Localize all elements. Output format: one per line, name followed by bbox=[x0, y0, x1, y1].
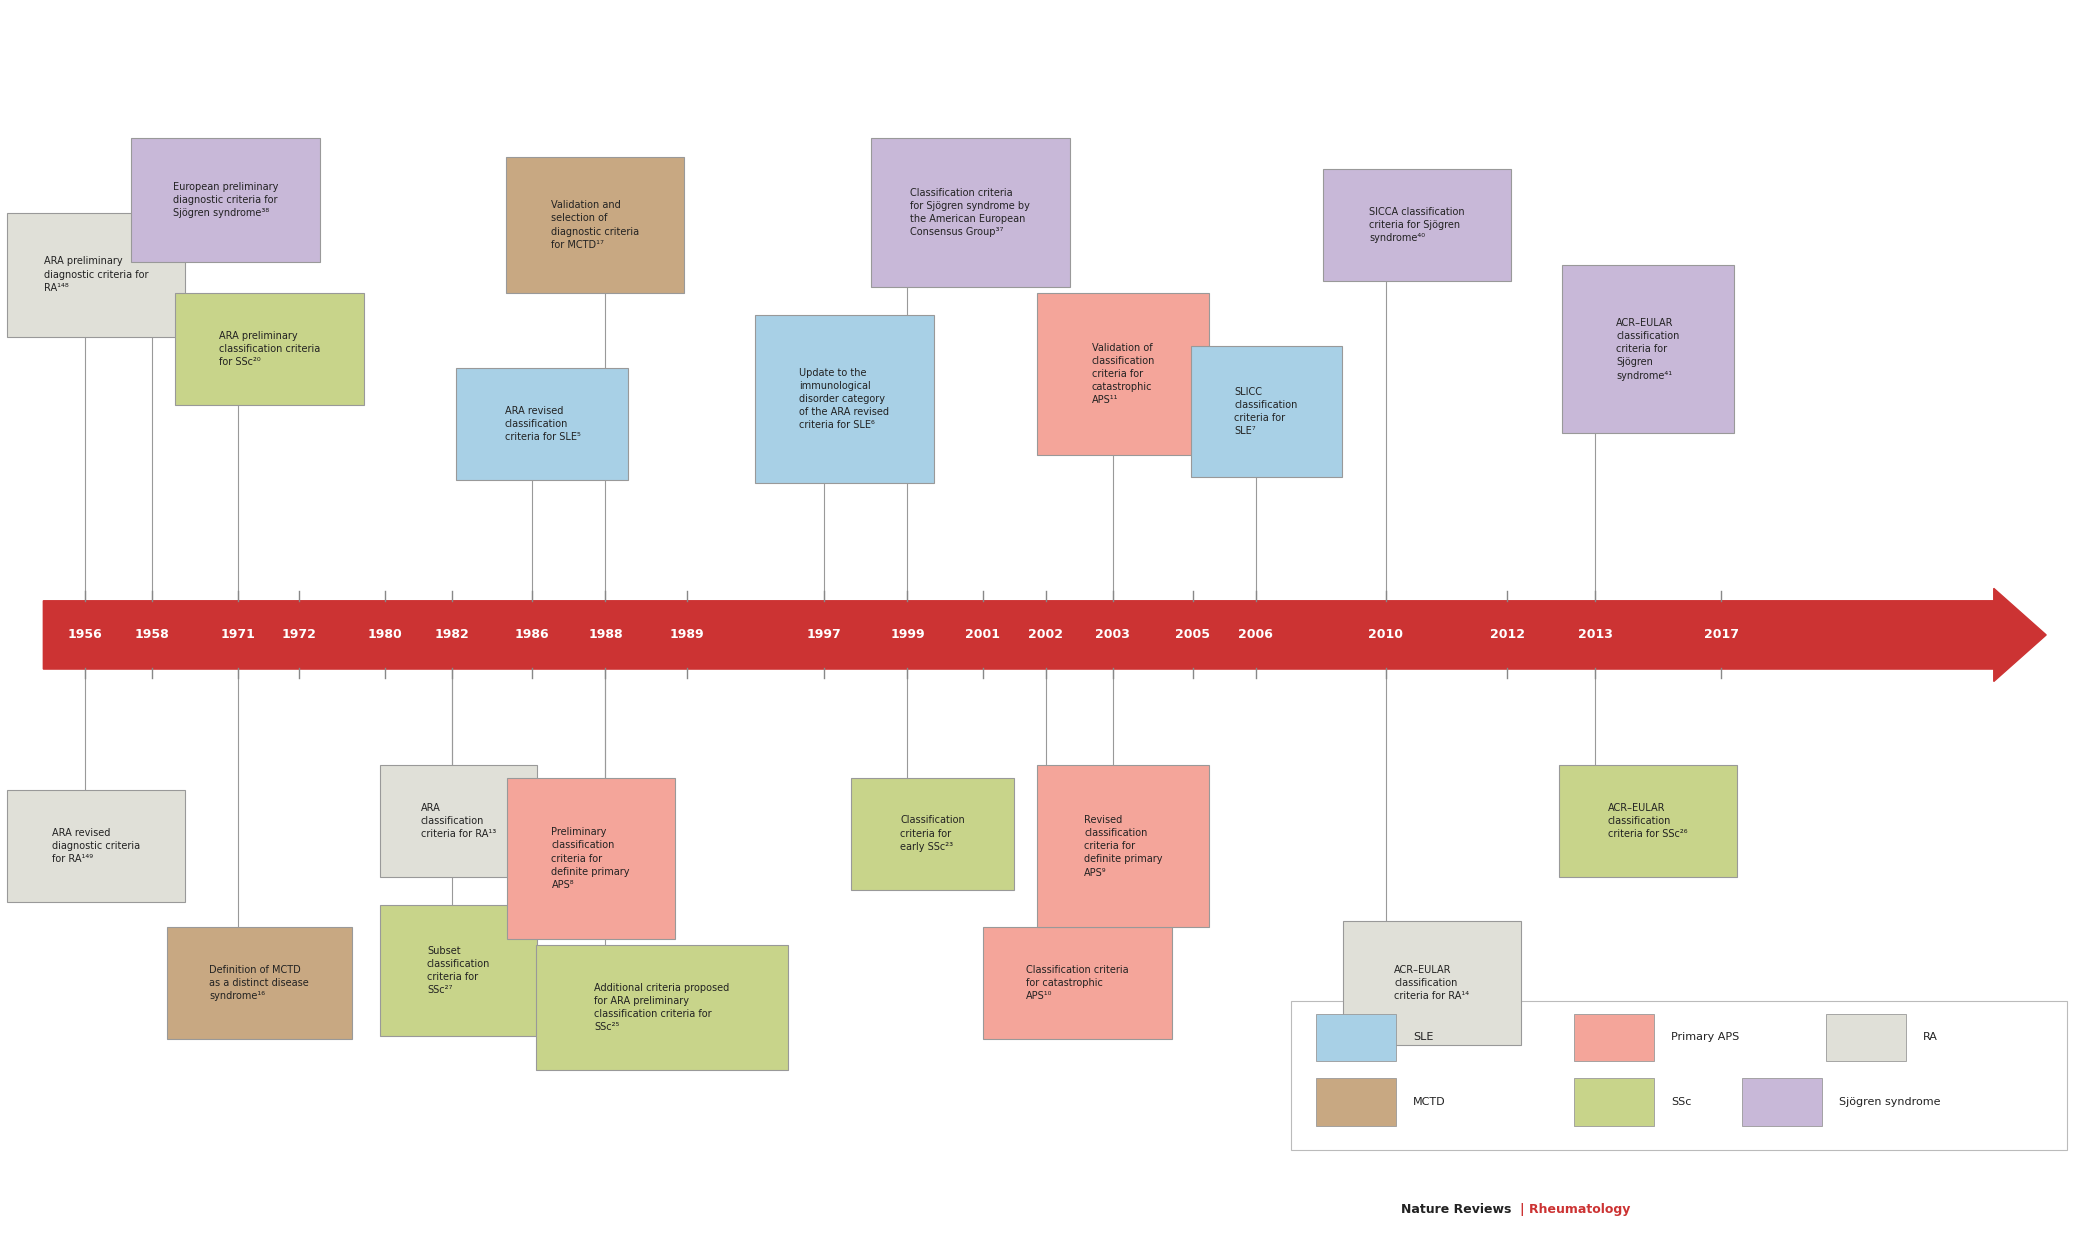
Text: Validation and
selection of
diagnostic criteria
for MCTD¹⁷: Validation and selection of diagnostic c… bbox=[550, 200, 638, 250]
Text: ARA preliminary
classification criteria
for SSc²⁰: ARA preliminary classification criteria … bbox=[218, 331, 321, 367]
Text: ARA revised
diagnostic criteria
for RA¹⁴⁹: ARA revised diagnostic criteria for RA¹⁴… bbox=[52, 828, 141, 864]
Text: 1997: 1997 bbox=[806, 629, 840, 641]
Text: Classification criteria
for catastrophic
APS¹⁰: Classification criteria for catastrophic… bbox=[1027, 965, 1128, 1001]
FancyBboxPatch shape bbox=[176, 294, 363, 405]
FancyBboxPatch shape bbox=[1558, 766, 1737, 878]
Text: 1999: 1999 bbox=[890, 629, 924, 641]
Text: 2017: 2017 bbox=[1703, 629, 1739, 641]
Text: Preliminary
classification
criteria for
definite primary
APS⁸: Preliminary classification criteria for … bbox=[552, 827, 630, 890]
FancyBboxPatch shape bbox=[756, 315, 934, 483]
FancyBboxPatch shape bbox=[536, 945, 788, 1069]
FancyBboxPatch shape bbox=[380, 766, 538, 878]
FancyBboxPatch shape bbox=[6, 791, 185, 901]
Text: MCTD: MCTD bbox=[1413, 1097, 1445, 1107]
FancyBboxPatch shape bbox=[6, 213, 185, 337]
Text: ARA preliminary
diagnostic criteria for
RA¹⁴⁸: ARA preliminary diagnostic criteria for … bbox=[44, 256, 147, 293]
Text: 2010: 2010 bbox=[1367, 629, 1403, 641]
Text: Update to the
immunological
disorder category
of the ARA revised
criteria for SL: Update to the immunological disorder cat… bbox=[800, 367, 890, 431]
Text: SSc: SSc bbox=[1672, 1097, 1691, 1107]
Text: 1980: 1980 bbox=[368, 629, 403, 641]
Text: ACR–EULAR
classification
criteria for SSc²⁶: ACR–EULAR classification criteria for SS… bbox=[1609, 803, 1688, 839]
Text: 2012: 2012 bbox=[1489, 629, 1525, 641]
Text: Classification
criteria for
early SSc²³: Classification criteria for early SSc²³ bbox=[901, 815, 964, 852]
Text: RA: RA bbox=[1922, 1032, 1938, 1042]
FancyBboxPatch shape bbox=[132, 138, 319, 263]
Text: Validation of
classification
criteria for
catastrophic
APS¹¹: Validation of classification criteria fo… bbox=[1092, 342, 1155, 406]
FancyBboxPatch shape bbox=[1037, 294, 1210, 454]
Text: Sjögren syndrome: Sjögren syndrome bbox=[1840, 1097, 1940, 1107]
FancyBboxPatch shape bbox=[1323, 169, 1512, 281]
Text: European preliminary
diagnostic criteria for
Sjögren syndrome³⁸: European preliminary diagnostic criteria… bbox=[172, 182, 279, 218]
FancyBboxPatch shape bbox=[983, 926, 1172, 1038]
FancyBboxPatch shape bbox=[850, 778, 1014, 890]
FancyBboxPatch shape bbox=[1317, 1078, 1396, 1125]
Text: 1988: 1988 bbox=[588, 629, 624, 641]
FancyBboxPatch shape bbox=[1292, 1001, 2066, 1150]
Text: SLICC
classification
criteria for
SLE⁷: SLICC classification criteria for SLE⁷ bbox=[1235, 386, 1298, 436]
FancyBboxPatch shape bbox=[1575, 1078, 1655, 1125]
Text: Additional criteria proposed
for ARA preliminary
classification criteria for
SSc: Additional criteria proposed for ARA pre… bbox=[594, 982, 729, 1032]
FancyBboxPatch shape bbox=[1342, 920, 1520, 1045]
Text: SLE: SLE bbox=[1413, 1032, 1432, 1042]
FancyBboxPatch shape bbox=[168, 926, 351, 1038]
Text: 2013: 2013 bbox=[1577, 629, 1613, 641]
Text: SICCA classification
criteria for Sjögren
syndrome⁴⁰: SICCA classification criteria for Sjögre… bbox=[1369, 207, 1466, 243]
Text: 2001: 2001 bbox=[966, 629, 1000, 641]
FancyArrow shape bbox=[44, 589, 2045, 681]
Text: 1982: 1982 bbox=[435, 629, 470, 641]
FancyBboxPatch shape bbox=[506, 157, 685, 294]
Text: | Rheumatology: | Rheumatology bbox=[1520, 1203, 1630, 1216]
FancyBboxPatch shape bbox=[456, 367, 628, 479]
Text: Primary APS: Primary APS bbox=[1672, 1032, 1739, 1042]
Text: ARA revised
classification
criteria for SLE⁵: ARA revised classification criteria for … bbox=[504, 406, 580, 442]
Text: 1956: 1956 bbox=[67, 629, 103, 641]
Text: 2002: 2002 bbox=[1029, 629, 1063, 641]
FancyBboxPatch shape bbox=[380, 905, 538, 1036]
FancyBboxPatch shape bbox=[872, 138, 1069, 288]
FancyBboxPatch shape bbox=[1562, 265, 1735, 433]
Text: Subset
classification
criteria for
SSc²⁷: Subset classification criteria for SSc²⁷ bbox=[426, 945, 489, 995]
Text: 1958: 1958 bbox=[134, 629, 170, 641]
Text: 1972: 1972 bbox=[281, 629, 317, 641]
Text: ARA
classification
criteria for RA¹³: ARA classification criteria for RA¹³ bbox=[420, 803, 496, 839]
FancyBboxPatch shape bbox=[1191, 346, 1342, 477]
Text: ACR–EULAR
classification
criteria for RA¹⁴: ACR–EULAR classification criteria for RA… bbox=[1394, 965, 1470, 1001]
FancyBboxPatch shape bbox=[1743, 1078, 1823, 1125]
Text: ACR–EULAR
classification
criteria for
Sjögren
syndrome⁴¹: ACR–EULAR classification criteria for Sj… bbox=[1617, 317, 1680, 381]
FancyBboxPatch shape bbox=[1827, 1013, 1905, 1061]
FancyBboxPatch shape bbox=[506, 778, 674, 939]
Text: Definition of MCTD
as a distinct disease
syndrome¹⁶: Definition of MCTD as a distinct disease… bbox=[210, 965, 309, 1001]
Text: Nature Reviews: Nature Reviews bbox=[1401, 1203, 1512, 1216]
Text: 2003: 2003 bbox=[1096, 629, 1130, 641]
FancyBboxPatch shape bbox=[1037, 766, 1210, 926]
Text: 1986: 1986 bbox=[514, 629, 550, 641]
Text: 1989: 1989 bbox=[670, 629, 704, 641]
Text: Revised
classification
criteria for
definite primary
APS⁹: Revised classification criteria for defi… bbox=[1084, 814, 1163, 878]
FancyBboxPatch shape bbox=[1317, 1013, 1396, 1061]
Text: Classification criteria
for Sjögren syndrome by
the American European
Consensus : Classification criteria for Sjögren synd… bbox=[911, 188, 1031, 238]
Text: 2005: 2005 bbox=[1176, 629, 1210, 641]
Text: 1971: 1971 bbox=[220, 629, 256, 641]
FancyBboxPatch shape bbox=[1575, 1013, 1655, 1061]
Text: 2006: 2006 bbox=[1239, 629, 1273, 641]
